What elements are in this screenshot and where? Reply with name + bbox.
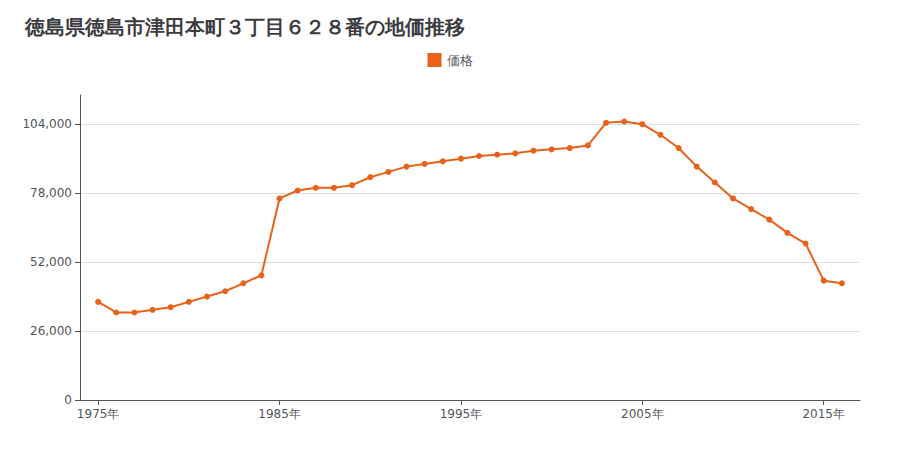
svg-text:52,000: 52,000 bbox=[30, 255, 72, 269]
svg-text:1995年: 1995年 bbox=[440, 407, 483, 421]
svg-text:78,000: 78,000 bbox=[30, 186, 72, 200]
svg-text:価格: 価格 bbox=[447, 53, 473, 68]
svg-text:104,000: 104,000 bbox=[22, 117, 72, 131]
svg-text:徳島県徳島市津田本町３丁目６２８番の地価推移: 徳島県徳島市津田本町３丁目６２８番の地価推移 bbox=[24, 15, 465, 39]
svg-text:0: 0 bbox=[64, 393, 72, 407]
svg-text:2005年: 2005年 bbox=[621, 407, 664, 421]
svg-text:2015年: 2015年 bbox=[802, 407, 845, 421]
svg-text:1975年: 1975年 bbox=[77, 407, 120, 421]
svg-text:1985年: 1985年 bbox=[258, 407, 301, 421]
svg-text:26,000: 26,000 bbox=[30, 324, 72, 338]
